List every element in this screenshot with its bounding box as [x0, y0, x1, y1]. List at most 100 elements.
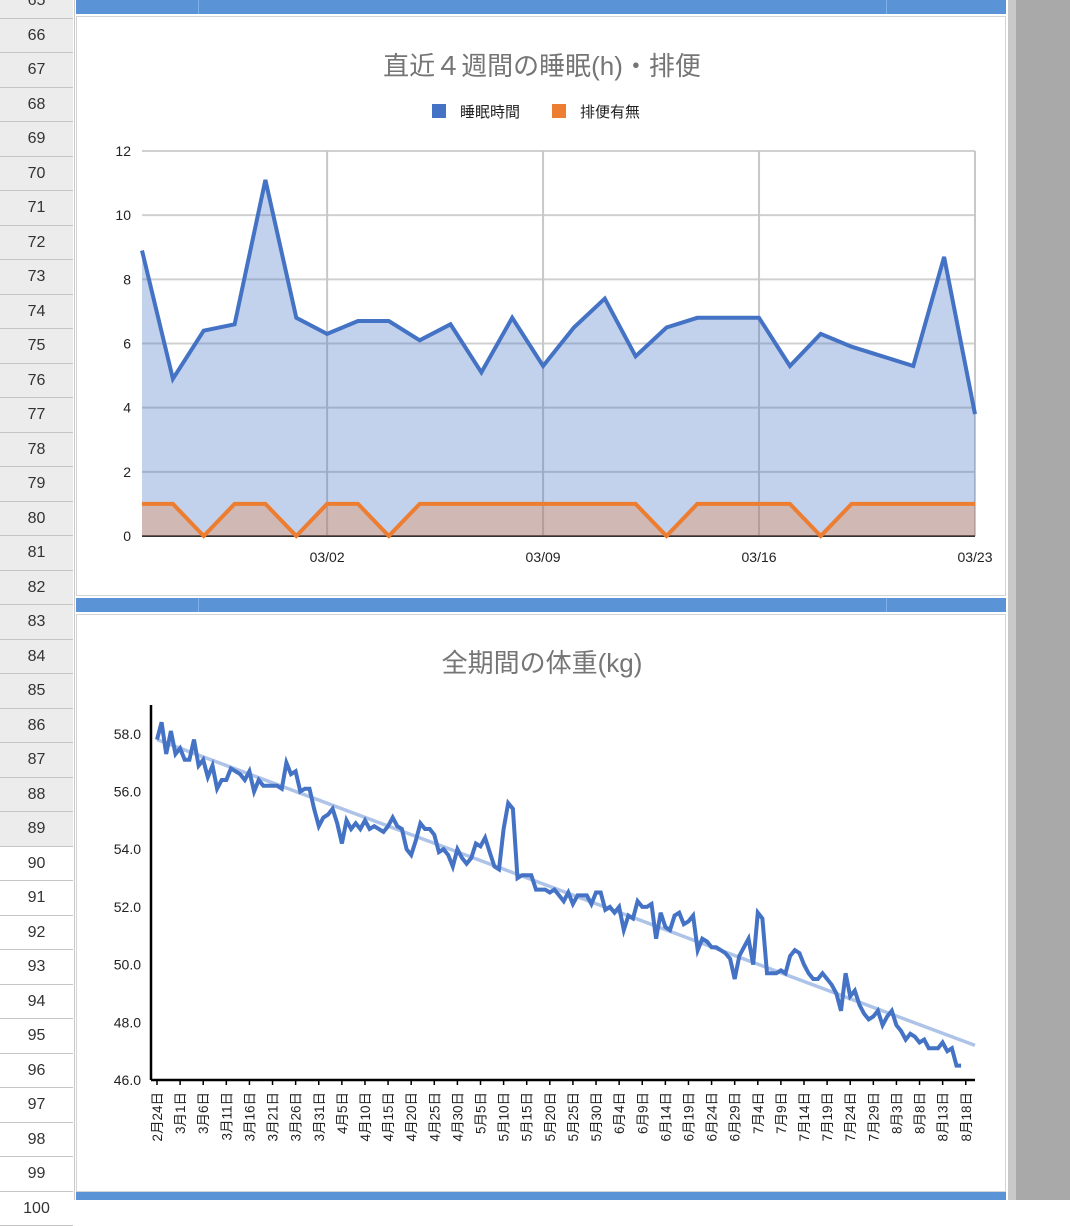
x-tick-label: 5月25日	[566, 1092, 581, 1142]
area-bowel	[142, 504, 975, 536]
row-number[interactable]: 72	[0, 226, 73, 261]
sleep-chart-legend: 睡眠時間 排便有無	[432, 104, 640, 121]
x-tick-label: 7月29日	[866, 1092, 881, 1142]
x-tick-label: 3月16日	[242, 1092, 257, 1142]
y-tick-label: 54.0	[114, 841, 141, 857]
x-tick-label: 5月20日	[543, 1092, 558, 1142]
row-number[interactable]: 96	[0, 1054, 73, 1089]
x-tick-label: 6月29日	[728, 1092, 743, 1142]
row-number[interactable]: 90	[0, 847, 73, 882]
weight-chart-y-ticks: 46.048.050.052.054.056.058.0	[114, 726, 141, 1088]
row-number[interactable]: 84	[0, 640, 73, 675]
row-number[interactable]: 70	[0, 157, 73, 192]
y-tick-label: 56.0	[114, 784, 141, 800]
row-number[interactable]: 74	[0, 295, 73, 330]
y-tick-label: 8	[123, 271, 131, 287]
x-tick-label: 4月5日	[335, 1092, 350, 1134]
row-number[interactable]: 89	[0, 812, 73, 847]
x-tick-label: 2月24日	[150, 1092, 165, 1142]
y-tick-label: 58.0	[114, 726, 141, 742]
x-tick-label: 5月15日	[520, 1092, 535, 1142]
row-number[interactable]: 97	[0, 1088, 73, 1123]
row-number[interactable]: 80	[0, 502, 73, 537]
x-tick-label: 03/02	[310, 549, 345, 565]
row-number[interactable]: 79	[0, 467, 73, 502]
row-number[interactable]: 71	[0, 191, 73, 226]
x-tick-label: 8月3日	[889, 1092, 904, 1134]
sleep-chart-title: 直近４週間の睡眠(h)・排便	[383, 51, 701, 81]
y-tick-label: 52.0	[114, 899, 141, 915]
row-number[interactable]: 99	[0, 1157, 73, 1192]
x-tick-label: 6月19日	[681, 1092, 696, 1142]
row-number[interactable]: 78	[0, 433, 73, 468]
weight-line	[157, 722, 961, 1065]
row-number[interactable]: 83	[0, 605, 73, 640]
x-tick-label: 8月18日	[959, 1092, 974, 1142]
row-number[interactable]: 98	[0, 1123, 73, 1158]
row-number[interactable]: 73	[0, 260, 73, 295]
weight-chart-title: 全期間の体重(kg)	[442, 648, 643, 678]
x-tick-label: 03/16	[742, 549, 777, 565]
band-divider	[886, 0, 887, 14]
x-tick-label: 3月21日	[266, 1092, 281, 1142]
row-number[interactable]: 86	[0, 709, 73, 744]
x-tick-label: 7月14日	[797, 1092, 812, 1142]
row-number[interactable]: 95	[0, 1019, 73, 1054]
x-tick-label: 6月14日	[658, 1092, 673, 1142]
right-gutter	[1008, 0, 1070, 1200]
x-tick-label: 3月11日	[219, 1092, 234, 1141]
legend-swatch-bowel	[552, 104, 566, 118]
x-tick-label: 03/09	[526, 549, 561, 565]
weight-chart: 全期間の体重(kg) 46.048.050.052.054.056.058.0 …	[77, 615, 1007, 1193]
x-tick-label: 8月13日	[936, 1092, 951, 1142]
row-number[interactable]: 75	[0, 329, 73, 364]
y-tick-label: 4	[123, 400, 131, 416]
row-number[interactable]: 88	[0, 778, 73, 813]
x-tick-label: 5月5日	[474, 1092, 489, 1134]
x-tick-label: 3月1日	[173, 1092, 188, 1134]
row-number[interactable]: 85	[0, 674, 73, 709]
legend-swatch-sleep	[432, 104, 446, 118]
y-tick-label: 2	[123, 464, 131, 480]
row-number[interactable]: 92	[0, 916, 73, 951]
x-tick-label: 3月31日	[312, 1092, 327, 1142]
x-tick-label: 4月10日	[358, 1092, 373, 1142]
row-number[interactable]: 69	[0, 122, 73, 157]
row-number[interactable]: 65	[0, 0, 73, 19]
x-tick-label: 4月25日	[427, 1092, 442, 1142]
row-number[interactable]: 77	[0, 398, 73, 433]
row-number[interactable]: 68	[0, 88, 73, 123]
row-number[interactable]: 94	[0, 985, 73, 1020]
gutter-inner	[1008, 0, 1016, 1200]
row-number[interactable]: 76	[0, 364, 73, 399]
x-tick-label: 5月30日	[589, 1092, 604, 1142]
row-number[interactable]: 66	[0, 19, 73, 54]
y-tick-label: 6	[123, 336, 131, 352]
row-number[interactable]: 81	[0, 536, 73, 571]
y-tick-label: 46.0	[114, 1072, 141, 1088]
x-tick-label: 7月24日	[843, 1092, 858, 1142]
band-divider	[886, 598, 887, 612]
weight-chart-lines	[157, 722, 975, 1065]
middle-band	[76, 598, 1006, 612]
row-number[interactable]: 87	[0, 743, 73, 778]
band-divider	[198, 0, 199, 14]
row-number[interactable]: 67	[0, 53, 73, 88]
x-tick-label: 3月26日	[289, 1092, 304, 1142]
x-tick-label: 5月10日	[497, 1092, 512, 1142]
row-number[interactable]: 100	[0, 1192, 73, 1226]
y-tick-label: 48.0	[114, 1014, 141, 1030]
x-tick-label: 4月20日	[404, 1092, 419, 1142]
x-tick-label: 7月9日	[774, 1092, 789, 1134]
y-tick-label: 12	[115, 143, 131, 159]
row-number[interactable]: 93	[0, 950, 73, 985]
row-number[interactable]: 91	[0, 881, 73, 916]
x-tick-label: 4月30日	[450, 1092, 465, 1142]
row-number[interactable]: 82	[0, 571, 73, 606]
